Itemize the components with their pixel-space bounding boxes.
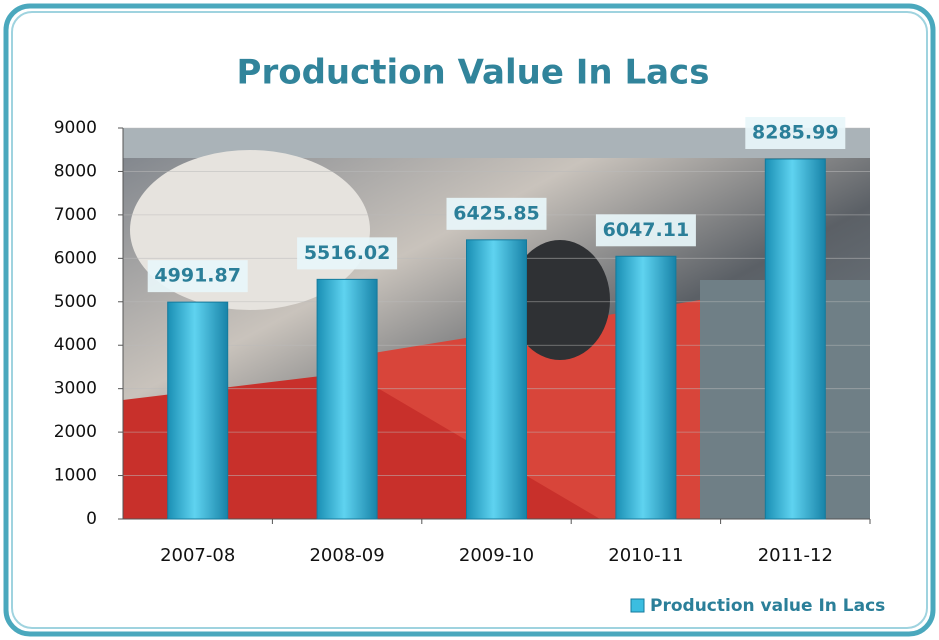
frame-inner [11, 11, 928, 629]
chart-title: Production Value In Lacs [237, 53, 710, 93]
data-label-box [297, 237, 398, 270]
y-tick-label: 9000 [54, 118, 97, 138]
bar [615, 255, 677, 520]
data-label-box [147, 260, 248, 293]
y-tick-label: 0 [86, 509, 97, 529]
data-label: 5516.02 [304, 242, 391, 264]
bar [167, 301, 229, 520]
x-tick-label: 2009-10 [459, 545, 534, 566]
data-label-box [446, 197, 547, 230]
bar [316, 278, 378, 520]
y-tick-label: 6000 [54, 248, 97, 268]
y-tick-label: 5000 [54, 292, 97, 312]
data-label: 8285.99 [752, 122, 839, 144]
x-tick-label: 2011-12 [758, 545, 833, 566]
data-label: 6047.11 [603, 219, 690, 241]
data-label: 6425.85 [453, 202, 540, 224]
y-tick-label: 7000 [54, 205, 97, 225]
y-tick-label: 3000 [54, 379, 97, 399]
bar [466, 239, 527, 520]
legend-swatch [630, 598, 645, 613]
x-tick-label: 2007-08 [160, 545, 235, 566]
bar [764, 158, 826, 520]
data-label-box [745, 117, 846, 150]
y-tick-label: 1000 [54, 466, 97, 486]
x-tick-label: 2010-11 [608, 545, 683, 566]
y-tick-label: 2000 [54, 422, 97, 442]
legend-label: Production value In Lacs [650, 596, 885, 616]
data-label-box [595, 214, 696, 247]
y-tick-label: 8000 [54, 161, 97, 181]
data-label: 4991.87 [154, 265, 241, 287]
y-tick-label: 4000 [54, 335, 97, 355]
x-tick-label: 2008-09 [309, 545, 384, 566]
